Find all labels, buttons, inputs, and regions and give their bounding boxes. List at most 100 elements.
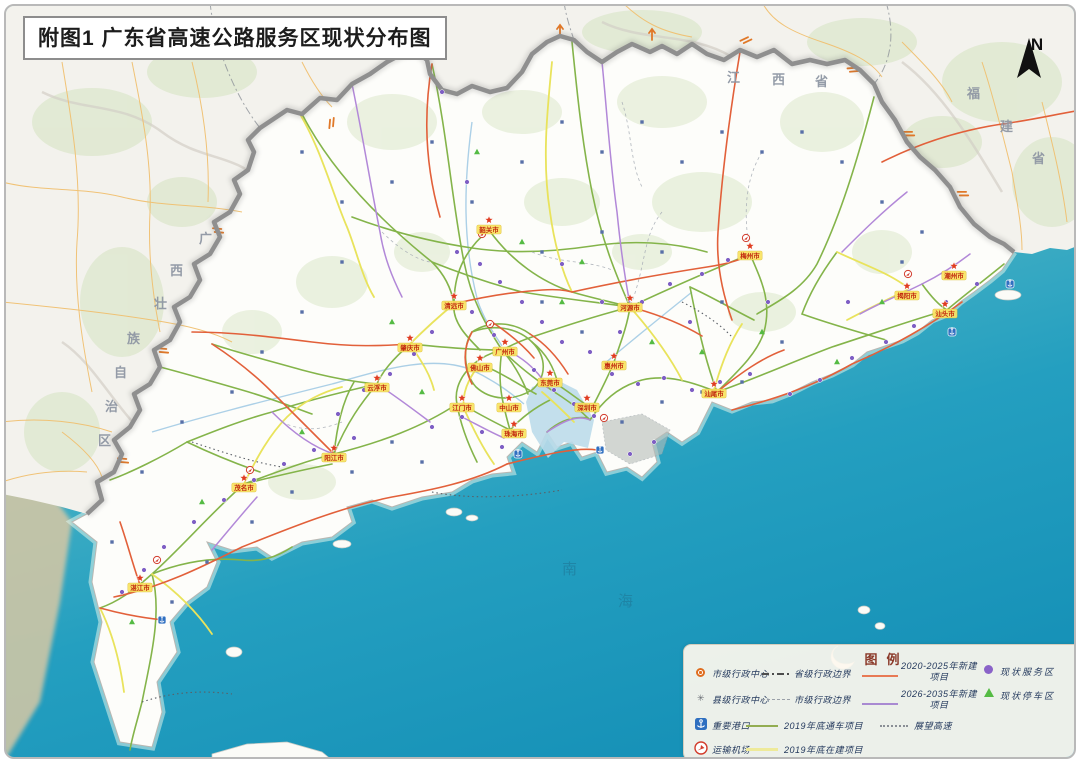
service-area-marker: [161, 544, 167, 550]
port-anchor-glyph: [1007, 279, 1013, 287]
legend-service-area: 现状服务区: [1000, 667, 1056, 677]
service-area-marker: [911, 323, 917, 329]
city-label: 阳江市: [324, 453, 344, 462]
service-area-marker: [551, 387, 557, 393]
city-label-bg: [617, 302, 643, 313]
sea-label: 海: [618, 593, 633, 610]
county-center-marker: [520, 160, 524, 164]
county-center-marker: [250, 520, 254, 524]
service-area-marker: [635, 381, 641, 387]
city-center-marker: [609, 350, 619, 361]
service-area-marker: [281, 461, 287, 467]
open-2019-sample: [746, 725, 778, 727]
new-2020-2025-sample: [862, 675, 898, 677]
province-label: 广: [199, 231, 212, 246]
county-center-marker: [290, 490, 294, 494]
parking-area-marker: [649, 338, 655, 345]
city-center-marker: [625, 292, 635, 303]
city-center-marker: [239, 472, 249, 483]
port-icon: [695, 718, 707, 730]
legend-provincial-boundary: 省级行政边界: [794, 669, 852, 679]
service-area-marker: [687, 319, 693, 325]
city-label-bg: [397, 342, 423, 353]
city-label: 潮州市: [944, 271, 964, 280]
county-center-marker: [560, 120, 564, 124]
county-center-marker: [660, 250, 664, 254]
city-center-marker: [457, 392, 467, 403]
city-center-marker: [135, 572, 145, 583]
city-label-bg: [231, 482, 257, 493]
service-area-marker: [699, 271, 705, 277]
construction-2019-sample: [746, 748, 778, 751]
service-area-marker: [119, 589, 125, 595]
county-center-marker: [230, 390, 234, 394]
legend-prospective: 展望高速: [914, 721, 953, 731]
province-label: 自: [114, 365, 127, 380]
parking-area-marker: [519, 238, 525, 245]
city-label: 梅州市: [740, 251, 760, 260]
legend-municipal-boundary: 市级行政边界: [794, 695, 852, 705]
service-area-marker: [429, 329, 435, 335]
province-label: 区: [98, 433, 111, 448]
airport-marker: [245, 465, 255, 475]
provincial-boundary-sample: [762, 673, 790, 675]
county-center-marker: [640, 120, 644, 124]
service-area-marker: [439, 89, 445, 95]
county-center-marker: [205, 560, 209, 564]
service-area-marker: [661, 375, 667, 381]
city-label-bg: [496, 402, 522, 413]
service-area-marker: [845, 299, 851, 305]
parking-area-marker: [474, 148, 480, 155]
road-network-prospective: [141, 301, 733, 703]
city-label: 惠州市: [604, 361, 624, 370]
airport-marker: [599, 413, 609, 423]
service-area-marker: [411, 351, 417, 357]
city-center-marker: [709, 378, 719, 389]
airport-marker: [485, 319, 495, 329]
city-label: 韶关市: [479, 225, 499, 234]
city-label: 江门市: [452, 403, 472, 412]
county-center-marker: [720, 130, 724, 134]
parking-area-marker: [199, 498, 205, 505]
city-label: 揭阳市: [897, 291, 917, 300]
province-label: 建: [1000, 119, 1013, 134]
city-label: 湛江市: [130, 583, 150, 592]
city-label-bg: [467, 362, 493, 373]
city-center-marker: [745, 240, 755, 251]
service-area-marker: [651, 439, 657, 445]
county-center-marker: [470, 200, 474, 204]
province-label: 西: [170, 263, 183, 278]
city-label: 肇庆市: [399, 343, 420, 352]
airport-plane-glyph: [155, 558, 160, 562]
service-area-marker: [817, 377, 823, 383]
parking-area-marker: [419, 388, 425, 395]
province-label: 江: [727, 70, 740, 85]
service-area-marker: [497, 279, 503, 285]
legend-city-center: 市级行政中心: [712, 669, 770, 679]
service-area-marker: [387, 371, 393, 377]
city-center-marker: [940, 298, 950, 309]
province-label: 省: [1031, 151, 1045, 166]
airport-marker: [741, 233, 751, 243]
city-center-icon: [696, 668, 705, 677]
service-area-marker: [141, 567, 147, 573]
city-center-marker: [484, 214, 494, 225]
city-center-marker: [509, 418, 519, 429]
city-label: 茂名市: [234, 483, 254, 492]
city-label: 珠海市: [504, 429, 524, 438]
service-area-marker: [883, 339, 889, 345]
county-center-marker: [880, 200, 884, 204]
new-2026-2035-sample: [862, 703, 898, 705]
airport-plane-glyph: [488, 322, 493, 326]
city-label-bg: [574, 402, 600, 413]
service-area-marker: [491, 332, 497, 338]
city-label: 汕头市: [935, 309, 955, 318]
service-area-marker: [335, 411, 341, 417]
city-label: 河源市: [620, 303, 640, 312]
county-center-marker: [900, 260, 904, 264]
hongkong-region: [601, 413, 671, 465]
service-area-marker: [469, 309, 475, 315]
terrain-inside: [222, 76, 912, 500]
county-center-marker: [660, 400, 664, 404]
